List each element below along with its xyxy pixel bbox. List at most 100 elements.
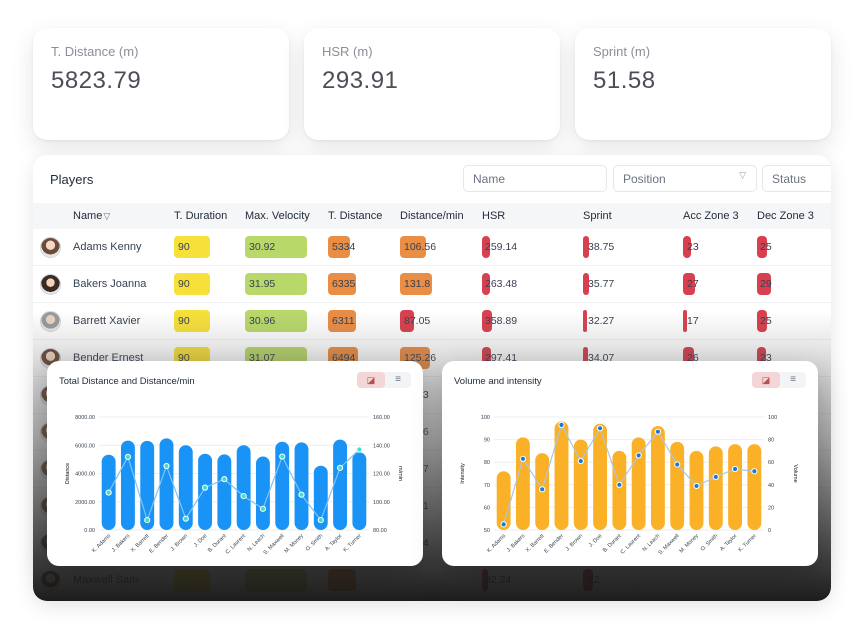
x-tick-label: J. Bakers xyxy=(506,533,527,554)
y2-tick-label: 100 xyxy=(768,415,777,421)
list-icon[interactable]: ≡ xyxy=(790,374,796,385)
distance-chart: 0.00 2000.00 4000.00 6000.00 8000.00 80.00 100… xyxy=(65,415,403,556)
dec-value: 25 xyxy=(760,241,772,253)
y2-axis-label: m/min xyxy=(397,466,403,481)
chart-view-toggle[interactable]: ◪ ≡ xyxy=(357,372,411,388)
bar xyxy=(747,444,762,530)
hsr-value: 263.48 xyxy=(485,278,518,290)
x-tick-label: J. Doe xyxy=(588,533,603,548)
column-header-distance-min[interactable]: Distance/min xyxy=(400,210,464,222)
x-tick-label: S. Maxwell xyxy=(263,533,286,556)
volume-chart: 50 60 70 80 90 100 0 20 40 60 80 100 Intensity Volume… xyxy=(460,415,798,556)
acc-pill xyxy=(683,273,695,295)
column-header-name[interactable]: Name▽ xyxy=(73,210,110,222)
column-header-duration[interactable]: T. Duration xyxy=(174,210,228,222)
velocity-value: 30.92 xyxy=(249,241,276,253)
x-tick-label: K. Turner xyxy=(343,533,363,553)
distance-pill xyxy=(328,236,350,258)
bar xyxy=(352,452,367,530)
name-filter-placeholder: Name xyxy=(473,172,506,186)
column-header-hsr[interactable]: HSR xyxy=(482,210,506,222)
column-header-velocity[interactable]: Max. Velocity xyxy=(245,210,310,222)
stat-value: 5823.79 xyxy=(51,67,142,94)
y-tick-label: 50 xyxy=(484,528,490,534)
dec-pill xyxy=(757,273,771,295)
velocity-value: 31.95 xyxy=(249,278,276,290)
y-tick-label: 4000.00 xyxy=(75,472,95,478)
distance-pill xyxy=(328,569,356,591)
x-tick-label: O. Smith xyxy=(700,533,719,552)
y2-tick-label: 20 xyxy=(768,505,774,511)
bar xyxy=(333,439,348,530)
column-header-distance[interactable]: T. Distance xyxy=(328,210,383,222)
data-point xyxy=(577,457,584,465)
x-tick-label: M. Money xyxy=(679,533,700,554)
hsr-value: 259.14 xyxy=(485,241,518,253)
name-filter-input[interactable]: Name xyxy=(463,165,607,192)
table-row[interactable]: Adams Kenny 90 30.92 5334 106.56 259.14 … xyxy=(33,229,831,266)
x-tick-label: K. Adams xyxy=(91,533,112,554)
data-point xyxy=(259,505,267,512)
table-header: Name▽ T. Duration Max. Velocity T. Dista… xyxy=(33,203,831,229)
chart-card-volume: Volume and intensity ◪ ≡ 50 60 70 80 90 100 0 2… xyxy=(442,361,818,566)
data-point xyxy=(240,493,247,500)
bar xyxy=(573,439,588,530)
y-axis-label: Distance xyxy=(65,463,71,484)
acc-pill xyxy=(683,236,691,258)
column-header-acc[interactable]: Acc Zone 3 xyxy=(683,210,739,222)
dec-pill xyxy=(757,236,767,258)
bar xyxy=(294,442,309,530)
stat-label: T. Distance (m) xyxy=(51,44,139,59)
stat-label: Sprint (m) xyxy=(593,44,651,59)
bar xyxy=(670,441,685,530)
table-row[interactable]: Barrett Xavier 90 30.96 6311 87.05 358.8… xyxy=(33,303,831,340)
duration-pill xyxy=(174,273,210,295)
data-point xyxy=(163,462,170,470)
x-tick-label: A. Taylor xyxy=(719,533,738,552)
data-point xyxy=(596,425,604,432)
bar xyxy=(708,446,723,530)
bar xyxy=(593,423,608,530)
avatar xyxy=(40,570,61,591)
chart-icon[interactable]: ◪ xyxy=(752,372,780,388)
bar xyxy=(554,421,569,530)
acc-value: 23 xyxy=(687,241,699,253)
y2-tick-label: 60 xyxy=(768,460,774,466)
data-point xyxy=(654,428,662,435)
data-point xyxy=(674,461,681,468)
status-filter-select[interactable]: Status xyxy=(762,165,831,192)
y-axis-label: Intensity xyxy=(460,463,466,484)
stat-card-distance: T. Distance (m) 5823.79 xyxy=(33,28,289,140)
chevron-down-icon: ▽ xyxy=(739,170,746,180)
acc-value: 27 xyxy=(687,278,699,290)
data-point xyxy=(356,446,363,453)
y2-axis-label: Volume xyxy=(792,464,798,482)
data-point xyxy=(539,486,546,493)
data-point xyxy=(182,515,189,522)
column-header-sprint[interactable]: Sprint xyxy=(583,210,612,222)
table-row[interactable]: Bakers Joanna 90 31.95 6335 131.8 263.48… xyxy=(33,266,831,303)
y2-tick-label: 140.00 xyxy=(373,443,390,449)
avatar xyxy=(40,237,61,258)
list-icon[interactable]: ≡ xyxy=(395,374,401,385)
duration-pill xyxy=(174,569,210,591)
bar xyxy=(689,450,704,530)
duration-value: 90 xyxy=(178,278,190,290)
table-row[interactable]: Maxwell Sam 82.24 22 xyxy=(33,562,831,599)
column-header-label: Name xyxy=(73,210,103,222)
data-point xyxy=(201,484,209,491)
y-tick-label: 60 xyxy=(484,505,490,511)
y-tick-label: 100 xyxy=(481,415,490,421)
data-point xyxy=(317,517,324,524)
column-header-dec[interactable]: Dec Zone 3 xyxy=(757,210,814,222)
velocity-pill xyxy=(245,273,307,295)
data-point xyxy=(712,473,719,480)
data-point xyxy=(124,453,132,460)
stat-card-hsr: HSR (m) 293.91 xyxy=(304,28,560,140)
sort-icon[interactable]: ▽ xyxy=(103,211,111,221)
position-filter-select[interactable]: Position ▽ xyxy=(613,165,757,192)
chart-icon[interactable]: ◪ xyxy=(357,372,385,388)
chart-view-toggle[interactable]: ◪ ≡ xyxy=(752,372,806,388)
avatar xyxy=(40,274,61,295)
hsr-pill xyxy=(482,236,490,258)
